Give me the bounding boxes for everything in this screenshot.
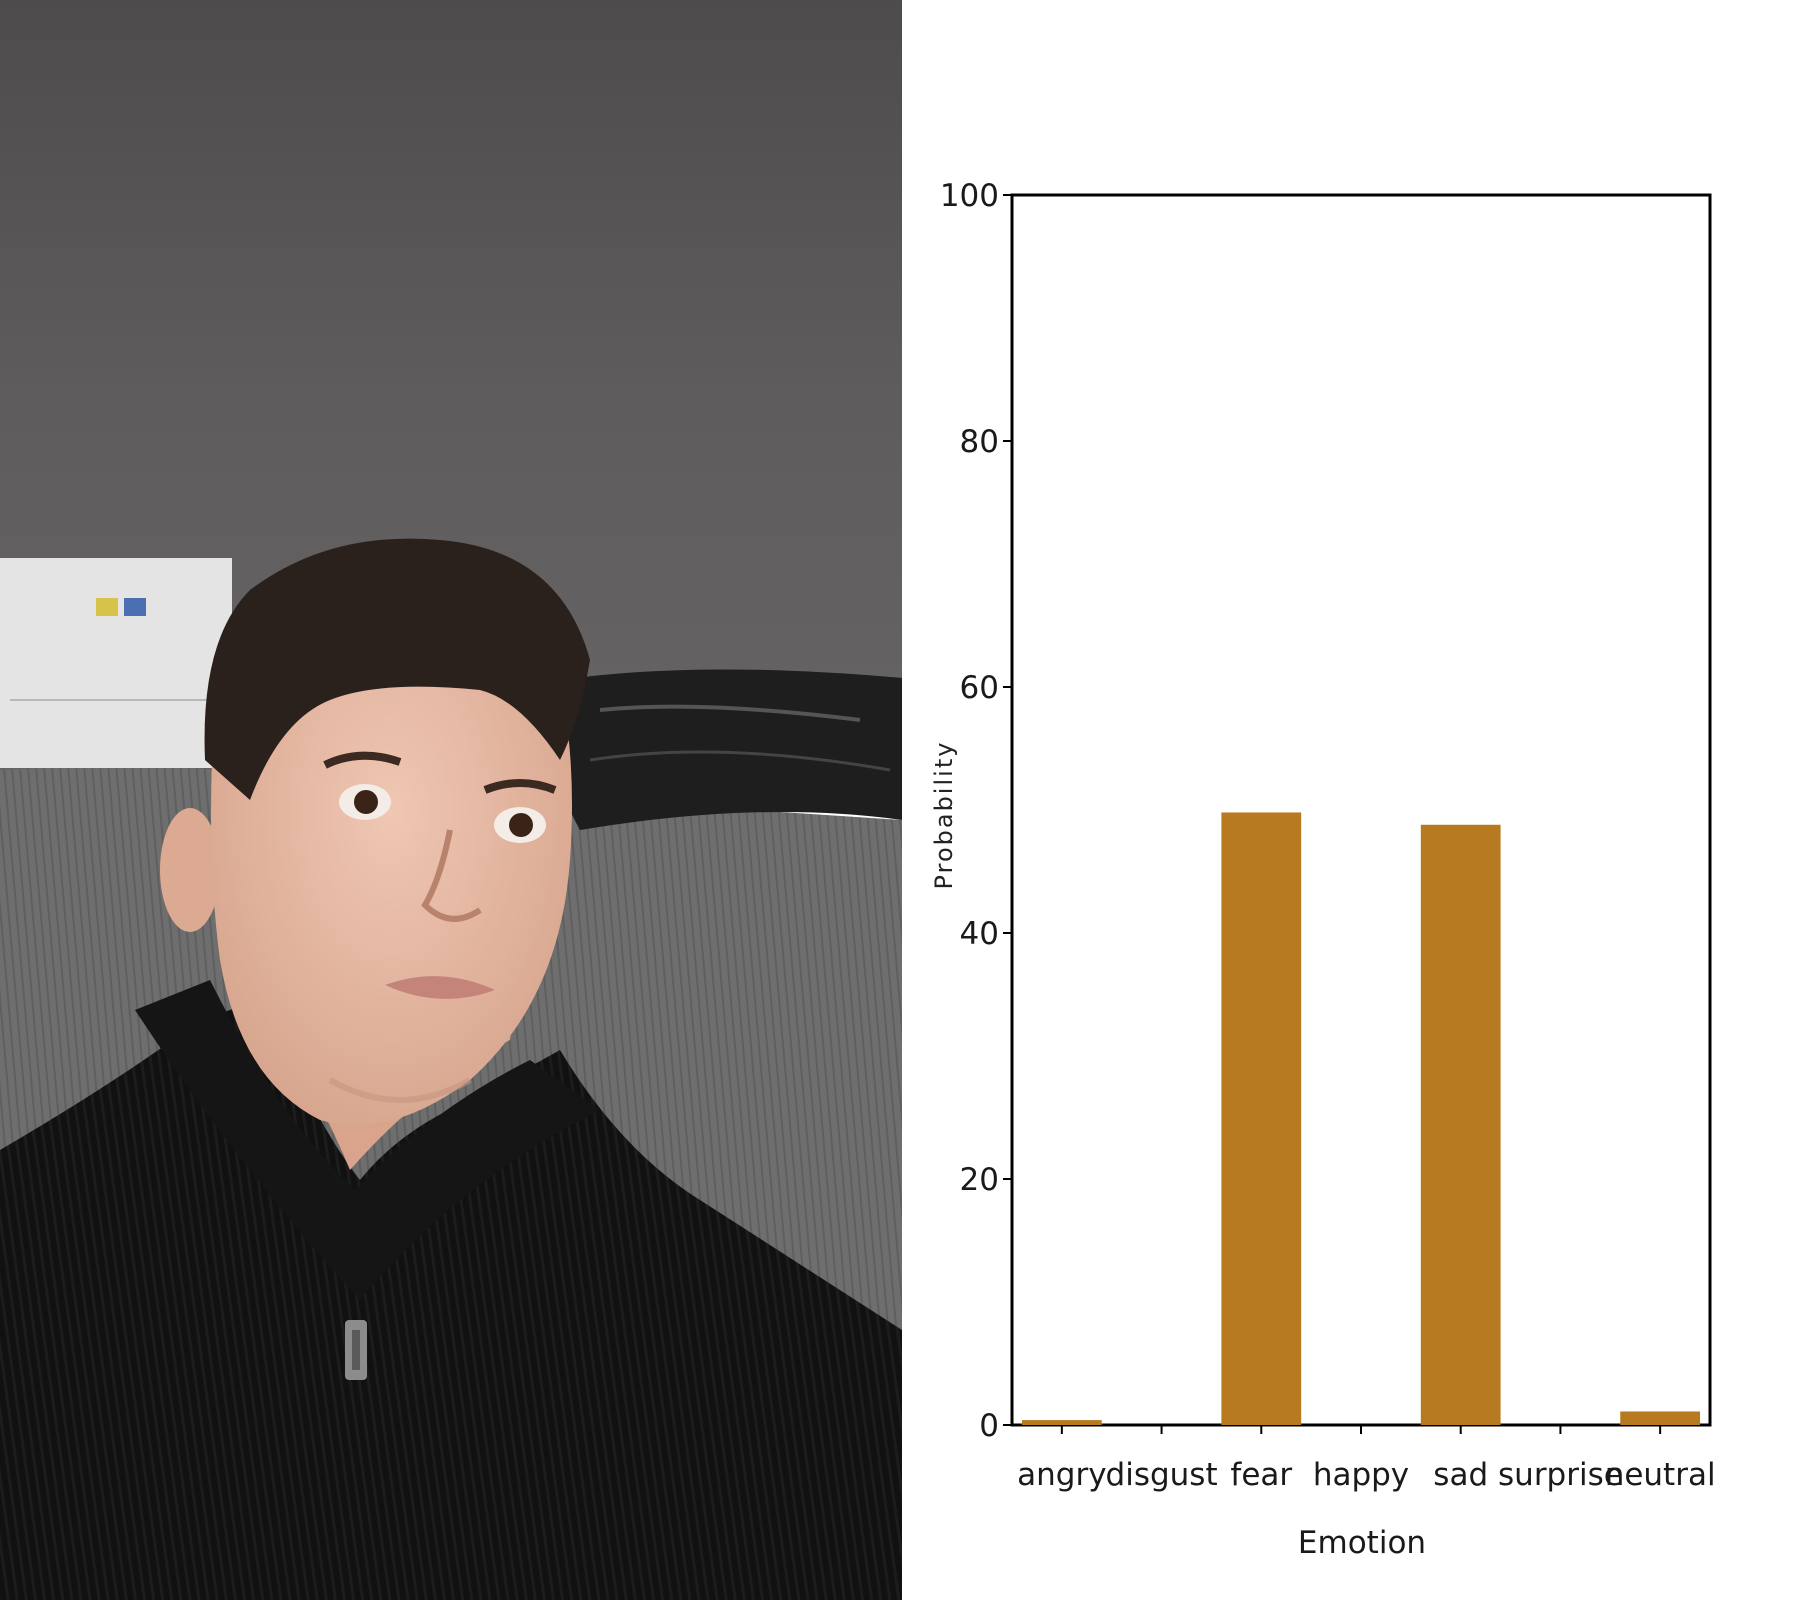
bar-angry <box>1021 1420 1102 1425</box>
bar-fear <box>1221 812 1302 1425</box>
x-tick-label-neutral: neutral <box>1605 1457 1716 1493</box>
y-tick-label: 20 <box>960 1162 999 1198</box>
plot-frame <box>1010 193 1712 1427</box>
left-ear <box>160 808 220 932</box>
y-tick-label: 100 <box>940 178 999 214</box>
person-photo <box>0 0 902 1600</box>
black-bag <box>553 669 902 830</box>
y-tick-label: 80 <box>960 424 999 460</box>
mouth <box>385 976 495 999</box>
x-tick-label-fear: fear <box>1230 1457 1292 1493</box>
emotion-chart: 0 20 40 60 80 100 angry disgust fear happy sad sur… <box>902 0 1800 1600</box>
sweater <box>0 1000 902 1600</box>
hair <box>204 538 590 800</box>
bar-neutral <box>1620 1411 1701 1425</box>
x-tick-label-angry: angry <box>1017 1457 1106 1493</box>
x-tick-label-sad: sad <box>1433 1457 1488 1493</box>
y-tick-label: 0 <box>979 1408 999 1444</box>
y-ticks: 0 20 40 60 80 100 <box>940 178 1012 1444</box>
x-tick-label-surprise: surprise <box>1498 1457 1623 1493</box>
plot-border <box>1010 193 1712 1427</box>
y-axis-label: Probability <box>930 741 958 890</box>
x-tick-label-happy: happy <box>1313 1457 1409 1493</box>
bar-sad <box>1420 824 1501 1425</box>
x-axis-label: Emotion <box>1298 1525 1426 1561</box>
y-tick-label: 40 <box>960 916 999 952</box>
white-box <box>0 558 232 768</box>
x-tick-label-disgust: disgust <box>1106 1457 1218 1493</box>
photo-illustration <box>0 0 902 1600</box>
y-tick-label: 60 <box>960 670 999 706</box>
bars-group <box>1021 812 1701 1425</box>
